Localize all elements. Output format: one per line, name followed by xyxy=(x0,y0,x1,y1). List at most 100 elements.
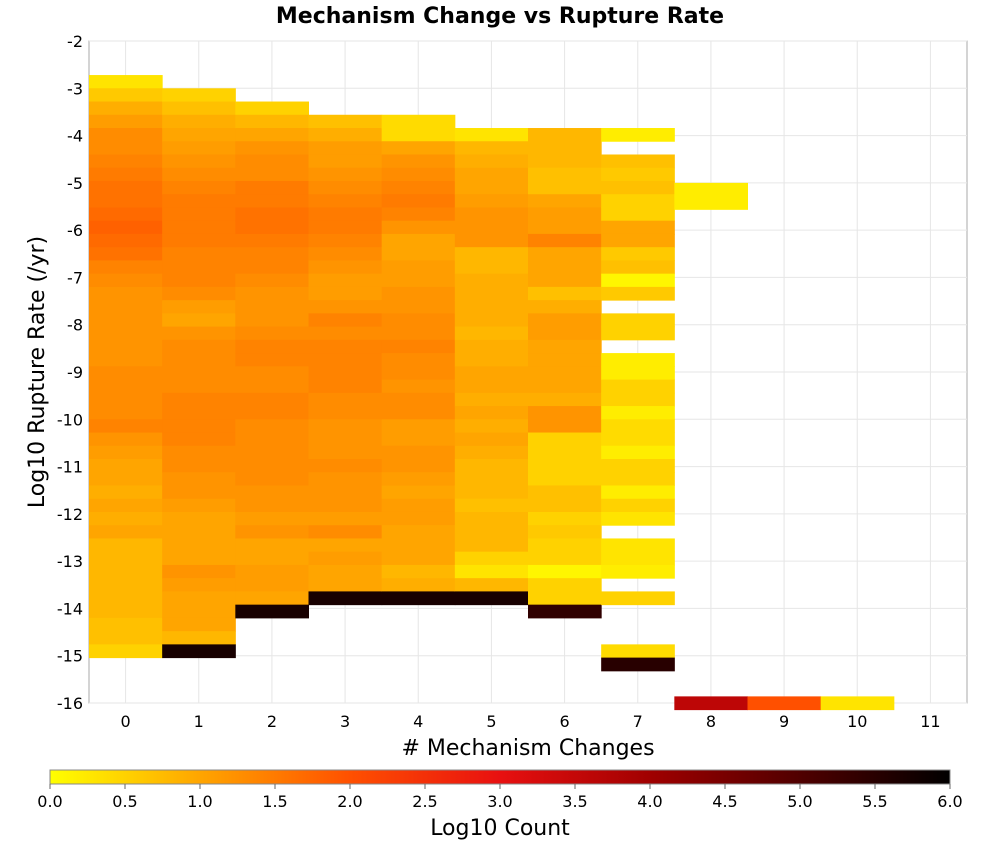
heatmap-cell xyxy=(601,326,675,341)
heatmap-cell xyxy=(601,180,675,195)
heatmap-cell xyxy=(528,286,602,301)
heatmap-cell xyxy=(162,511,236,526)
heatmap-cells xyxy=(89,75,895,711)
heatmap-cell xyxy=(89,75,163,89)
heatmap-cell xyxy=(528,141,602,155)
heatmap-cell xyxy=(235,141,309,155)
heatmap-cell xyxy=(528,260,602,275)
heatmap-cell xyxy=(454,326,529,341)
colorbar-label: Log10 Count xyxy=(430,816,570,841)
heatmap-cell xyxy=(89,101,163,116)
heatmap-cell xyxy=(235,445,309,460)
heatmap-cell xyxy=(89,498,163,513)
heatmap-cell xyxy=(308,273,383,288)
heatmap-cell xyxy=(454,180,529,195)
heatmap-cell xyxy=(162,128,236,142)
heatmap-cell xyxy=(381,220,456,235)
heatmap-cell xyxy=(308,300,383,314)
heatmap-cell xyxy=(601,511,675,526)
heatmap-cell xyxy=(235,207,309,222)
heatmap-cell xyxy=(601,644,675,659)
heatmap-cell xyxy=(308,247,383,261)
heatmap-cell xyxy=(454,353,529,367)
heatmap-cell xyxy=(162,406,236,420)
x-tick-label: 2 xyxy=(267,712,277,731)
heatmap-cell xyxy=(454,472,529,486)
heatmap-cell xyxy=(528,300,602,314)
heatmap-cell xyxy=(89,141,163,155)
heatmap-cell xyxy=(528,273,602,288)
heatmap-cell xyxy=(162,564,236,579)
heatmap-cell xyxy=(162,498,236,513)
heatmap-cell xyxy=(381,273,456,288)
heatmap-cell xyxy=(601,247,675,261)
heatmap-cell xyxy=(235,538,309,553)
heatmap-cell xyxy=(89,459,163,473)
heatmap-cell xyxy=(308,233,383,248)
heatmap-cell xyxy=(528,392,602,407)
heatmap-cell xyxy=(235,498,309,513)
x-tick-labels: 0 1 2 3 4 5 6 7 8 9 10 11 xyxy=(120,712,940,731)
heatmap-cell xyxy=(235,313,309,328)
heatmap-cell xyxy=(381,194,456,208)
heatmap-cell xyxy=(381,207,456,222)
heatmap-cell xyxy=(162,273,236,288)
heatmap-cell xyxy=(528,498,602,513)
heatmap-cell xyxy=(601,406,675,420)
heatmap-cell xyxy=(601,419,675,434)
heatmap-cell xyxy=(381,578,456,592)
heatmap-cell xyxy=(381,326,456,341)
x-tick-label: 5 xyxy=(486,712,496,731)
heatmap-cell xyxy=(601,194,675,208)
heatmap-cell xyxy=(162,578,236,592)
x-tick-label: 7 xyxy=(633,712,643,731)
heatmap-cell xyxy=(381,313,456,328)
heatmap-cell xyxy=(235,167,309,182)
heatmap-cell xyxy=(528,406,602,420)
heatmap-cell xyxy=(381,114,456,129)
heatmap-cell xyxy=(601,657,675,672)
heatmap-cell xyxy=(308,564,383,579)
colorbar-tick-label: 6.0 xyxy=(937,792,962,811)
heatmap-cell xyxy=(528,339,602,354)
heatmap-cell xyxy=(381,591,456,606)
heatmap-cell xyxy=(454,207,529,222)
heatmap-cell xyxy=(162,339,236,354)
heatmap-cell xyxy=(454,578,529,592)
heatmap-cell xyxy=(528,353,602,367)
heatmap-cell xyxy=(308,472,383,486)
y-tick-label: -3 xyxy=(67,79,83,98)
heatmap-cell xyxy=(308,511,383,526)
heatmap-cell xyxy=(528,194,602,208)
heatmap-cell xyxy=(308,538,383,553)
heatmap-cell xyxy=(89,273,163,288)
colorbar-tick-label: 4.0 xyxy=(637,792,662,811)
colorbar-tick-label: 4.5 xyxy=(712,792,737,811)
x-tick-label: 3 xyxy=(340,712,350,731)
y-axis-label: Log10 Rupture Rate (/yr) xyxy=(25,236,50,508)
heatmap-cell xyxy=(454,485,529,500)
heatmap-cell xyxy=(308,260,383,275)
y-tick-label: -14 xyxy=(57,599,83,618)
x-tick-label: 4 xyxy=(413,712,423,731)
heatmap-cell xyxy=(89,220,163,235)
heatmap-cell xyxy=(162,379,236,394)
heatmap-cell xyxy=(89,564,163,579)
colorbar-tick-label: 3.0 xyxy=(487,792,512,811)
heatmap-cell xyxy=(162,366,236,381)
heatmap-cell xyxy=(162,353,236,367)
heatmap-cell xyxy=(528,233,602,248)
heatmap-cell xyxy=(381,366,456,381)
heatmap-cell xyxy=(162,419,236,434)
heatmap-cell xyxy=(235,406,309,420)
heatmap-cell xyxy=(162,141,236,155)
x-tick-label: 9 xyxy=(779,712,789,731)
colorbar-tick-label: 1.5 xyxy=(262,792,287,811)
heatmap-cell xyxy=(528,485,602,500)
heatmap-cell xyxy=(162,247,236,261)
heatmap-cell xyxy=(601,392,675,407)
heatmap-cell xyxy=(601,233,675,248)
y-tick-labels: -2 -3 -4 -5 -6 -7 -8 -9 -10 -11 -12 -13 -14 -15 -16 xyxy=(57,32,83,713)
x-tick-label: 11 xyxy=(920,712,940,731)
heatmap-cell xyxy=(528,432,602,447)
